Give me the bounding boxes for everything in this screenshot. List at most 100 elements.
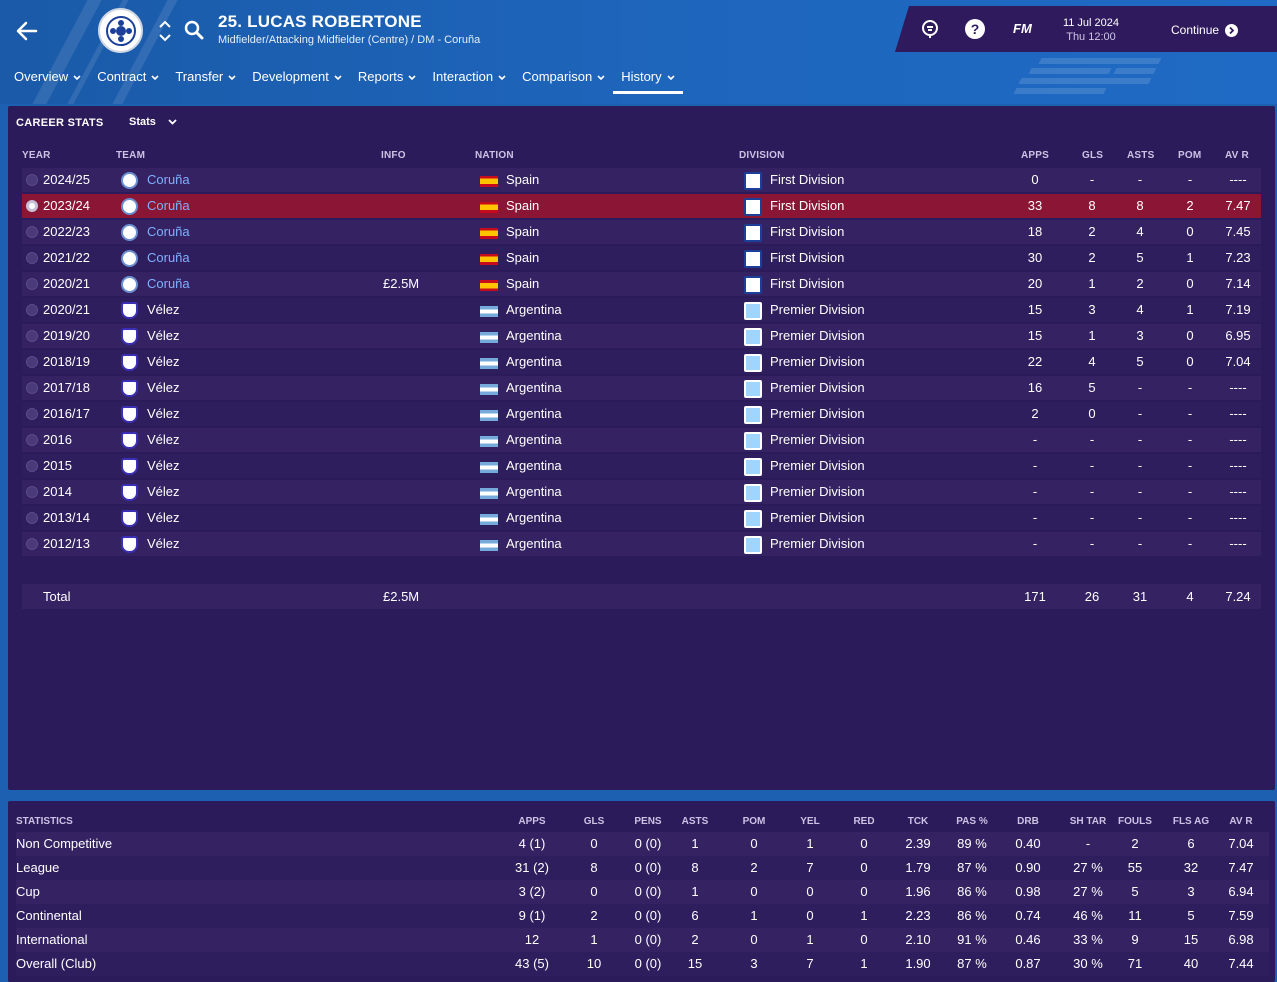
statistics-row[interactable]: Continental 9 (1) 2 0 (0) 6 1 0 1 2.23 86 % 0.74 46… (16, 904, 1269, 928)
stat-header-avr[interactable]: AV R (1229, 816, 1253, 827)
career-row[interactable]: 2021/22 Coruña Spain First Division 30 2 5 1 7.2… (22, 246, 1261, 270)
stat-header-asts[interactable]: ASTS (681, 816, 709, 827)
statistics-row[interactable]: Non Competitive 4 (1) 0 0 (0) 1 0 1 0 2.39 89 % 0.… (16, 832, 1269, 856)
career-row[interactable]: 2012/13 Vélez Argentina Premier Division - - -… (22, 532, 1261, 556)
career-row[interactable]: 2016/17 Vélez Argentina Premier Division 2 0 -… (22, 402, 1261, 426)
col-header-year[interactable]: YEAR (22, 150, 51, 161)
stat-header-shtar[interactable]: SH TAR (1069, 816, 1107, 827)
tab-interaction[interactable]: Interaction (424, 66, 514, 94)
career-row[interactable]: 2024/25 Coruña Spain First Division 0- - - ---- (22, 168, 1261, 192)
row-select-radio[interactable] (26, 330, 38, 342)
tab-transfer[interactable]: Transfer (167, 66, 244, 94)
team-cell[interactable]: Coruña (147, 224, 190, 239)
row-select-radio[interactable] (26, 174, 38, 186)
nation-cell[interactable]: Spain (506, 172, 540, 187)
career-row[interactable]: 2020/21 Vélez Argentina Premier Division 15 3… (22, 298, 1261, 322)
stats-view-dropdown[interactable]: Stats (129, 116, 177, 128)
statistics-row[interactable]: Overall (Club) 43 (5) 10 0 (0) 15 3 7 1 1.90 87 %… (16, 952, 1269, 976)
nation-cell[interactable]: Argentina (506, 510, 562, 525)
row-select-radio[interactable] (26, 200, 38, 212)
nation-cell[interactable]: Argentina (506, 406, 562, 421)
division-cell[interactable]: Premier Division (770, 458, 865, 473)
row-select-radio[interactable] (26, 226, 38, 238)
division-cell[interactable]: Premier Division (770, 328, 865, 343)
col-header-apps[interactable]: APPS (1021, 150, 1050, 161)
team-cell[interactable]: Vélez (147, 406, 180, 421)
nation-cell[interactable]: Argentina (506, 458, 562, 473)
stat-header-flsag[interactable]: FLS AG (1172, 816, 1210, 827)
division-cell[interactable]: Premier Division (770, 406, 865, 421)
col-header-info[interactable]: INFO (381, 150, 406, 161)
tab-comparison[interactable]: Comparison (514, 66, 613, 94)
division-cell[interactable]: Premier Division (770, 432, 865, 447)
team-cell[interactable]: Coruña (147, 198, 190, 213)
team-cell[interactable]: Vélez (147, 510, 180, 525)
division-cell[interactable]: Premier Division (770, 484, 865, 499)
row-select-radio[interactable] (26, 356, 38, 368)
row-select-radio[interactable] (26, 460, 38, 472)
nation-cell[interactable]: Argentina (506, 354, 562, 369)
career-row[interactable]: 2017/18 Vélez Argentina Premier Division 16 5… (22, 376, 1261, 400)
col-header-asts[interactable]: ASTS (1127, 150, 1155, 161)
career-row[interactable]: 2019/20 Vélez Argentina Premier Division 15 1… (22, 324, 1261, 348)
career-row[interactable]: 2015 Vélez Argentina Premier Division - - - - --… (22, 454, 1261, 478)
team-cell[interactable]: Vélez (147, 432, 180, 447)
tab-development[interactable]: Development (244, 66, 350, 94)
nation-cell[interactable]: Argentina (506, 380, 562, 395)
stat-header-pas[interactable]: PAS % (956, 816, 988, 827)
team-cell[interactable]: Vélez (147, 484, 180, 499)
nation-cell[interactable]: Argentina (506, 484, 562, 499)
row-select-radio[interactable] (26, 512, 38, 524)
col-header-gls[interactable]: GLS (1082, 150, 1104, 161)
stat-header-tck[interactable]: TCK (907, 816, 929, 827)
back-arrow-icon[interactable] (14, 18, 40, 44)
career-row[interactable]: 2016 Vélez Argentina Premier Division - - - - --… (22, 428, 1261, 452)
career-row[interactable]: 2014 Vélez Argentina Premier Division - - - - --… (22, 480, 1261, 504)
col-header-pom[interactable]: POM (1178, 150, 1202, 161)
stat-header-drb[interactable]: DRB (1017, 816, 1039, 827)
nation-cell[interactable]: Argentina (506, 302, 562, 317)
division-cell[interactable]: First Division (770, 276, 845, 291)
division-cell[interactable]: Premier Division (770, 302, 865, 317)
row-select-radio[interactable] (26, 538, 38, 550)
division-cell[interactable]: Premier Division (770, 510, 865, 525)
career-row[interactable]: 2022/23 Coruña Spain First Division 18 2 4 0 7.4… (22, 220, 1261, 244)
col-header-team[interactable]: TEAM (116, 150, 146, 161)
stat-header-name[interactable]: STATISTICS (16, 816, 73, 827)
col-header-avr[interactable]: AV R (1225, 150, 1249, 161)
stat-header-red[interactable]: RED (853, 816, 875, 827)
team-cell[interactable]: Vélez (147, 536, 180, 551)
col-header-nation[interactable]: NATION (475, 150, 514, 161)
division-cell[interactable]: First Division (770, 198, 845, 213)
division-cell[interactable]: Premier Division (770, 354, 865, 369)
prev-next-player-icon[interactable] (158, 18, 172, 44)
statistics-row[interactable]: Cup 3 (2) 0 0 (0) 1 0 0 0 1.96 86 % 0.98 27 % 5 3 6.94 (16, 880, 1269, 904)
search-icon[interactable] (184, 20, 204, 40)
career-row[interactable]: 2023/24 Coruña Spain First Division 33 8 8 2 7.4… (22, 194, 1261, 218)
team-cell[interactable]: Vélez (147, 458, 180, 473)
statistics-row[interactable]: International 12 1 0 (0) 2 0 1 0 2.10 91 % 0.46 33 … (16, 928, 1269, 952)
continue-button[interactable]: Continue (1171, 23, 1239, 37)
career-row[interactable]: 2020/21 Coruña £2.5M Spain First Division 20 1… (22, 272, 1261, 296)
fm-menu-button[interactable]: FM (1013, 21, 1032, 36)
nation-cell[interactable]: Spain (506, 276, 540, 291)
team-cell[interactable]: Vélez (147, 302, 180, 317)
stat-header-fouls[interactable]: FOULS (1118, 816, 1152, 827)
tab-history[interactable]: History (613, 66, 684, 94)
team-cell[interactable]: Vélez (147, 328, 180, 343)
team-cell[interactable]: Vélez (147, 380, 180, 395)
nation-cell[interactable]: Argentina (506, 432, 562, 447)
stat-header-yel[interactable]: YEL (800, 816, 820, 827)
row-select-radio[interactable] (26, 278, 38, 290)
division-cell[interactable]: First Division (770, 224, 845, 239)
division-cell[interactable]: Premier Division (770, 380, 865, 395)
statistics-row[interactable]: League 31 (2) 8 0 (0) 8 2 7 0 1.79 87 % 0.90 27 % 55… (16, 856, 1269, 880)
row-select-radio[interactable] (26, 486, 38, 498)
club-badge-icon[interactable] (98, 8, 143, 53)
team-cell[interactable]: Coruña (147, 172, 190, 187)
nation-cell[interactable]: Spain (506, 224, 540, 239)
tab-contract[interactable]: Contract (89, 66, 167, 94)
division-cell[interactable]: Premier Division (770, 536, 865, 551)
division-cell[interactable]: First Division (770, 172, 845, 187)
tab-overview[interactable]: Overview (6, 66, 89, 94)
